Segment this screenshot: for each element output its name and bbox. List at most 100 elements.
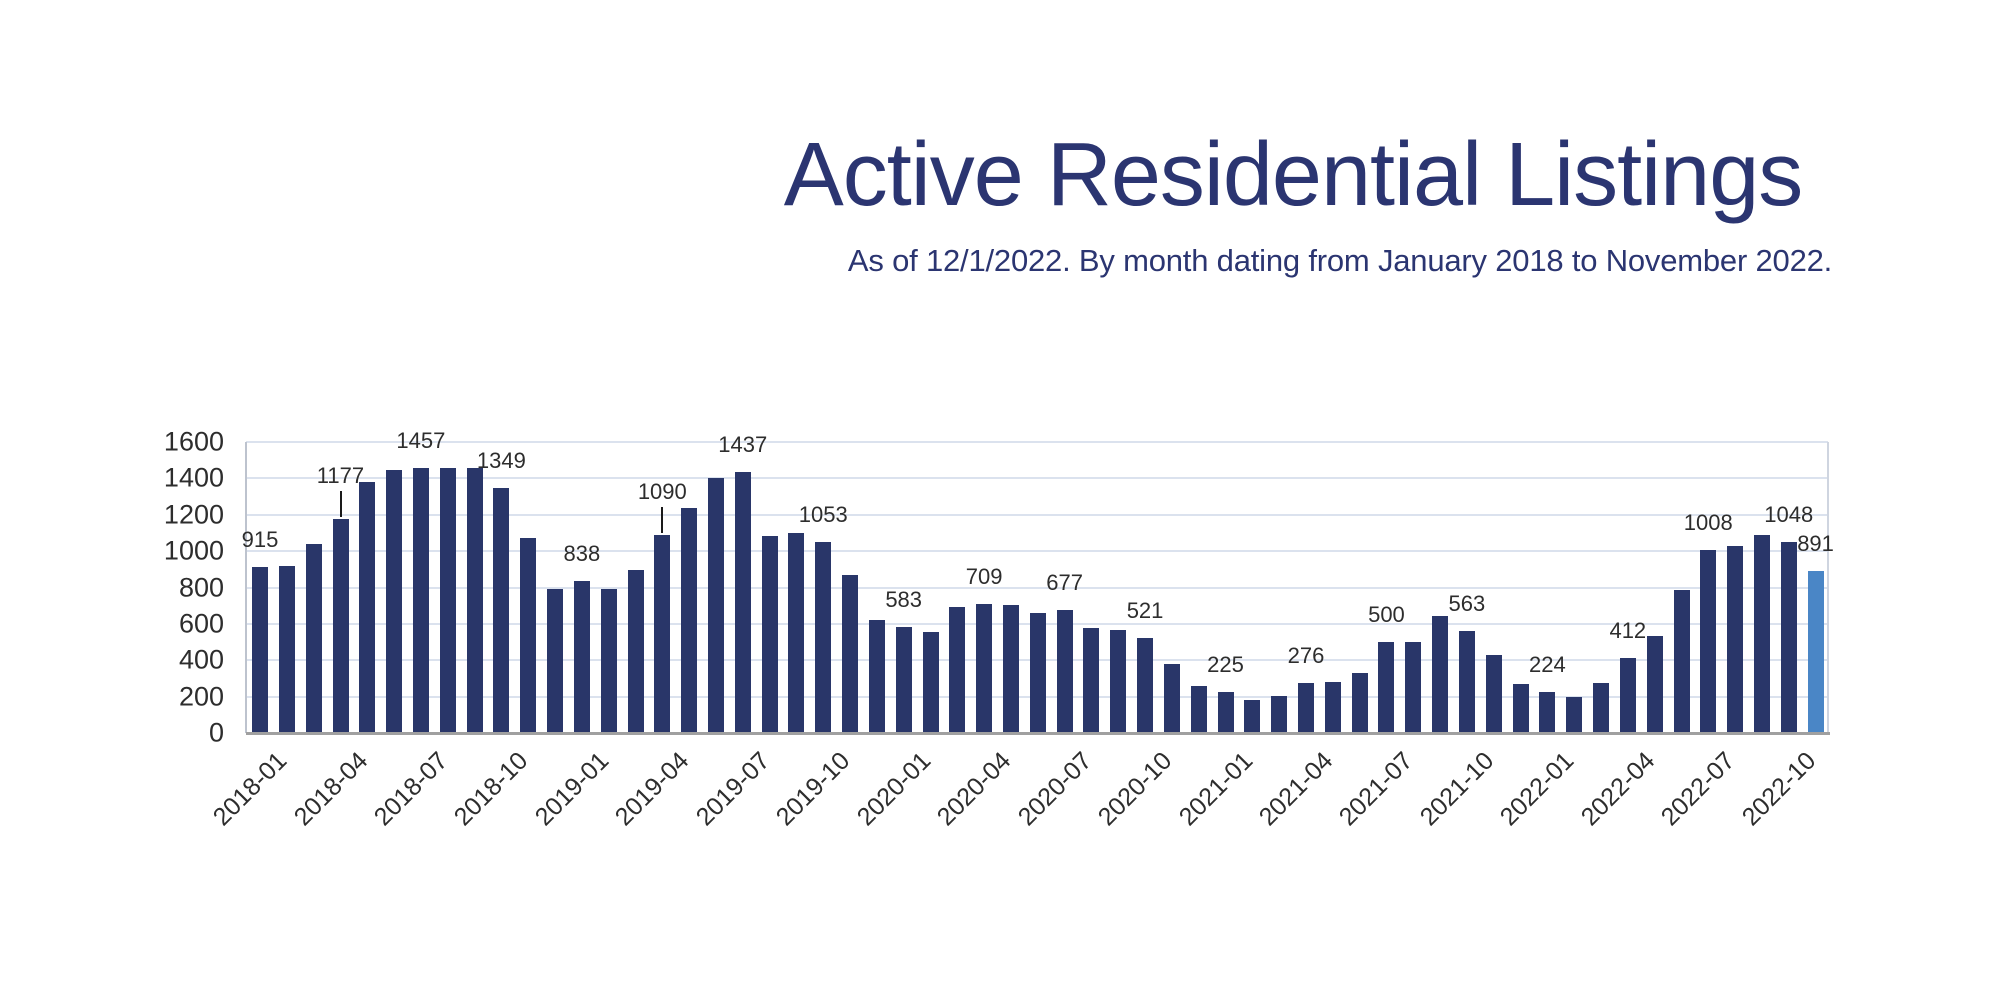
bar-2018-09	[466, 467, 483, 733]
bar-2019-01	[573, 580, 590, 733]
x-tick-label-2021-04: 2021-04	[1253, 746, 1339, 832]
bar-2019-07	[734, 471, 751, 733]
bar-2018-10	[493, 487, 510, 733]
x-tick-label-2022-10: 2022-10	[1736, 746, 1822, 832]
bar-2021-05	[1324, 682, 1341, 733]
leader-line-2018-04	[339, 490, 342, 517]
bar-2021-11	[1485, 654, 1502, 733]
bar-2018-11	[520, 538, 537, 733]
bar-2020-05	[1003, 605, 1019, 733]
x-tick-label-2020-01: 2020-01	[851, 746, 937, 832]
y-tick-label-200: 200	[178, 681, 224, 712]
bar-2021-03	[1271, 696, 1288, 733]
data-label-2020-04: 709	[965, 564, 1003, 590]
bar-2018-02	[278, 566, 295, 733]
axis-left	[245, 442, 247, 733]
bar-2022-08	[1727, 546, 1744, 733]
bar-2021-01	[1217, 692, 1234, 733]
leader-line-2019-04	[661, 506, 664, 533]
y-tick-label-400: 400	[178, 644, 224, 675]
bar-2021-10	[1458, 630, 1475, 733]
y-tick-label-600: 600	[178, 608, 224, 639]
bar-2019-09	[788, 532, 805, 733]
bar-2019-06	[707, 478, 724, 733]
bar-2018-12	[547, 589, 563, 733]
bar-2021-02	[1244, 699, 1261, 733]
bar-2020-07	[1056, 609, 1073, 733]
x-tick-label-2019-01: 2019-01	[529, 746, 615, 832]
bar-2020-11	[1163, 664, 1180, 733]
bar-2020-02	[922, 632, 939, 733]
bar-2020-04	[976, 604, 993, 733]
x-tick-label-2022-01: 2022-01	[1495, 746, 1580, 832]
bar-2018-07	[412, 468, 429, 733]
data-label-2018-07: 1457	[396, 428, 446, 453]
bar-2022-07	[1700, 549, 1717, 733]
data-label-2020-10: 521	[1126, 598, 1164, 624]
bar-2022-01	[1539, 692, 1556, 733]
data-label-2021-10: 563	[1448, 590, 1486, 616]
gridline-1400	[246, 477, 1828, 480]
data-label-2021-07: 500	[1368, 602, 1405, 628]
gridline-1600	[246, 441, 1828, 443]
y-tick-label-1400: 1400	[163, 462, 224, 493]
axis-right	[1827, 442, 1829, 733]
y-tick-label-1600: 1600	[163, 426, 224, 457]
bar-2018-06	[386, 470, 403, 733]
y-tick-label-0: 0	[208, 717, 224, 748]
x-tick-label-2020-04: 2020-04	[931, 746, 1017, 832]
bar-2022-09	[1753, 535, 1770, 733]
y-tick-label-1200: 1200	[163, 499, 224, 530]
bar-2022-02	[1566, 696, 1583, 733]
bar-2019-05	[681, 508, 698, 733]
bar-2018-03	[305, 543, 322, 734]
x-tick-label-2019-10: 2019-10	[770, 746, 856, 832]
chart-title: Active Residential Listings	[783, 125, 1804, 225]
bar-2020-06	[1029, 613, 1046, 733]
data-label-2019-07: 1437	[718, 431, 768, 457]
x-tick-label-2020-10: 2020-10	[1092, 746, 1178, 832]
bar-2022-11	[1807, 570, 1824, 733]
bar-2019-10	[815, 541, 832, 733]
data-label-2021-01: 225	[1207, 652, 1244, 678]
bar-2020-01	[895, 627, 912, 733]
bar-2022-06	[1673, 590, 1690, 733]
bar-2019-12	[868, 620, 885, 733]
x-tick-label-2021-07: 2021-07	[1334, 746, 1419, 832]
x-tick-label-2021-01: 2021-01	[1173, 746, 1258, 832]
x-tick-label-2022-04: 2022-04	[1575, 746, 1661, 832]
bar-2020-12	[1190, 686, 1207, 733]
data-label-2018-01: 915	[241, 526, 279, 552]
data-label-2019-01: 838	[563, 540, 601, 566]
gridline-800	[246, 586, 1828, 589]
chart-subtitle: As of 12/1/2022. By month dating from Ja…	[847, 243, 1833, 278]
bar-2021-08	[1405, 642, 1422, 733]
bar-2019-11	[842, 574, 858, 733]
axis-bottom	[246, 732, 1830, 735]
data-label-2022-10: 1048	[1764, 502, 1814, 528]
x-tick-label-2018-04: 2018-04	[288, 746, 373, 832]
x-tick-label-2018-10: 2018-10	[449, 746, 534, 832]
data-label-2020-07: 677	[1046, 569, 1083, 595]
bar-2021-06	[1351, 672, 1368, 733]
bar-2022-04	[1619, 658, 1636, 733]
data-label-2018-10: 1349	[476, 447, 526, 473]
gridline-1000	[246, 550, 1828, 553]
bar-2021-04	[1298, 682, 1314, 733]
bar-2020-09	[1110, 630, 1127, 733]
x-tick-label-2021-10: 2021-10	[1414, 746, 1500, 832]
data-label-2018-04: 1177	[316, 462, 365, 488]
bar-2018-01	[252, 566, 268, 733]
bar-2019-08	[761, 535, 778, 733]
data-label-2020-01: 583	[885, 587, 923, 612]
bar-2019-04	[654, 534, 671, 733]
bar-2019-02	[600, 588, 617, 733]
data-label-2019-10: 1053	[798, 501, 848, 527]
data-label-2021-04: 276	[1287, 642, 1325, 668]
x-tick-label-2018-07: 2018-07	[368, 746, 454, 832]
x-tick-label-2018-01: 2018-01	[207, 746, 293, 832]
x-tick-label-2019-04: 2019-04	[610, 746, 695, 832]
bar-2019-03	[627, 569, 644, 733]
gridline-1200	[246, 513, 1828, 516]
